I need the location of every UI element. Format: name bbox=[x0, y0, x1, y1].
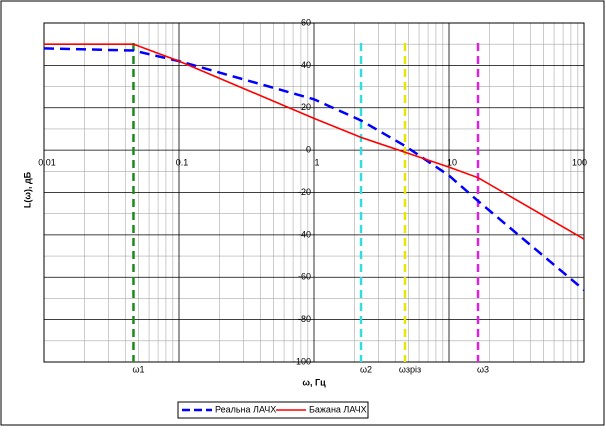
x-tick-label: 1 bbox=[314, 158, 319, 168]
plot-border bbox=[43, 22, 585, 363]
series-line bbox=[44, 43, 585, 240]
marker-label: ω2 bbox=[360, 364, 372, 374]
legend-label: Реальна ЛАЧХ bbox=[215, 404, 276, 414]
legend bbox=[177, 401, 369, 419]
x-tick-label: 10 bbox=[447, 158, 457, 168]
y-tick-label: -100 bbox=[293, 356, 311, 366]
y-tick-label: 40 bbox=[301, 60, 311, 70]
y-tick-label: -40 bbox=[298, 229, 311, 239]
marker-label: ω1 bbox=[132, 364, 144, 374]
y-tick-label: 20 bbox=[301, 102, 311, 112]
x-tick-label: 0.01 bbox=[38, 158, 56, 168]
y-tick-label: 0 bbox=[306, 145, 311, 155]
frame bbox=[0, 0, 605, 426]
y-tick-label: -20 bbox=[298, 187, 311, 197]
y-tick-label: -60 bbox=[298, 272, 311, 282]
y-axis-title: L(ω), дБ bbox=[22, 171, 32, 208]
x-tick-label: 100 bbox=[572, 158, 587, 168]
marker-label: ωзріз bbox=[399, 364, 421, 374]
x-tick-label: 0.1 bbox=[176, 158, 189, 168]
legend-label: Бажана ЛАЧХ bbox=[309, 404, 367, 414]
y-tick-label: 60 bbox=[301, 17, 311, 27]
y-tick-label: -80 bbox=[298, 314, 311, 324]
x-axis-title: ω, Гц bbox=[302, 377, 326, 387]
marker-label: ω3 bbox=[477, 364, 489, 374]
series-line bbox=[43, 47, 585, 291]
